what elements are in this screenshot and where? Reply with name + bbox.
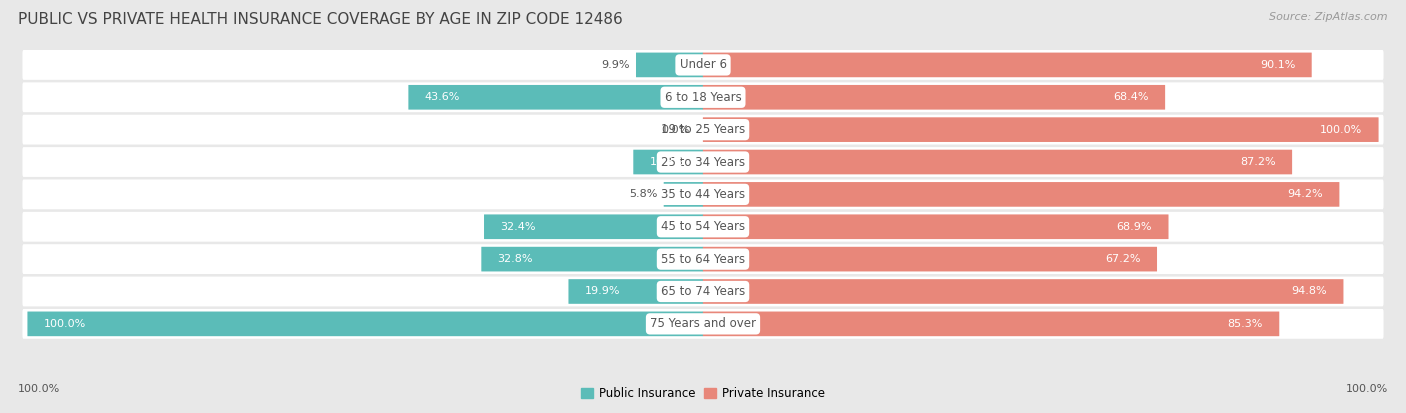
Text: 90.1%: 90.1%	[1260, 60, 1295, 70]
FancyBboxPatch shape	[703, 182, 1340, 207]
Text: 32.8%: 32.8%	[498, 254, 533, 264]
Text: Source: ZipAtlas.com: Source: ZipAtlas.com	[1270, 12, 1388, 22]
Legend: Public Insurance, Private Insurance: Public Insurance, Private Insurance	[576, 382, 830, 405]
FancyBboxPatch shape	[22, 309, 1384, 339]
FancyBboxPatch shape	[481, 247, 703, 271]
Text: 100.0%: 100.0%	[18, 385, 60, 394]
FancyBboxPatch shape	[703, 52, 1312, 77]
Text: 9.9%: 9.9%	[600, 60, 630, 70]
Text: 10.3%: 10.3%	[650, 157, 685, 167]
FancyBboxPatch shape	[703, 279, 1344, 304]
Text: 0.0%: 0.0%	[661, 125, 689, 135]
FancyBboxPatch shape	[28, 311, 703, 336]
Text: 67.2%: 67.2%	[1105, 254, 1140, 264]
Text: 68.4%: 68.4%	[1114, 92, 1149, 102]
Text: 100.0%: 100.0%	[1346, 385, 1388, 394]
FancyBboxPatch shape	[703, 85, 1166, 109]
Text: PUBLIC VS PRIVATE HEALTH INSURANCE COVERAGE BY AGE IN ZIP CODE 12486: PUBLIC VS PRIVATE HEALTH INSURANCE COVER…	[18, 12, 623, 27]
Text: 19 to 25 Years: 19 to 25 Years	[661, 123, 745, 136]
Text: 25 to 34 Years: 25 to 34 Years	[661, 156, 745, 169]
FancyBboxPatch shape	[484, 214, 703, 239]
FancyBboxPatch shape	[703, 214, 1168, 239]
Text: 85.3%: 85.3%	[1227, 319, 1263, 329]
Text: 45 to 54 Years: 45 to 54 Years	[661, 220, 745, 233]
FancyBboxPatch shape	[408, 85, 703, 109]
Text: 43.6%: 43.6%	[425, 92, 460, 102]
FancyBboxPatch shape	[703, 247, 1157, 271]
Text: 68.9%: 68.9%	[1116, 222, 1152, 232]
FancyBboxPatch shape	[22, 115, 1384, 145]
FancyBboxPatch shape	[22, 147, 1384, 177]
FancyBboxPatch shape	[22, 244, 1384, 274]
FancyBboxPatch shape	[22, 180, 1384, 209]
Text: 32.4%: 32.4%	[501, 222, 536, 232]
FancyBboxPatch shape	[633, 150, 703, 174]
Text: 5.8%: 5.8%	[628, 190, 657, 199]
Text: Under 6: Under 6	[679, 58, 727, 71]
Text: 19.9%: 19.9%	[585, 287, 620, 297]
Text: 100.0%: 100.0%	[1320, 125, 1362, 135]
FancyBboxPatch shape	[636, 52, 703, 77]
FancyBboxPatch shape	[703, 117, 1378, 142]
Text: 55 to 64 Years: 55 to 64 Years	[661, 253, 745, 266]
FancyBboxPatch shape	[22, 277, 1384, 306]
Text: 87.2%: 87.2%	[1240, 157, 1275, 167]
Text: 94.2%: 94.2%	[1288, 190, 1323, 199]
FancyBboxPatch shape	[568, 279, 703, 304]
FancyBboxPatch shape	[22, 212, 1384, 242]
FancyBboxPatch shape	[22, 50, 1384, 80]
Text: 94.8%: 94.8%	[1292, 287, 1327, 297]
FancyBboxPatch shape	[703, 311, 1279, 336]
Text: 35 to 44 Years: 35 to 44 Years	[661, 188, 745, 201]
Text: 65 to 74 Years: 65 to 74 Years	[661, 285, 745, 298]
Text: 100.0%: 100.0%	[44, 319, 86, 329]
Text: 6 to 18 Years: 6 to 18 Years	[665, 91, 741, 104]
FancyBboxPatch shape	[22, 82, 1384, 112]
Text: 75 Years and over: 75 Years and over	[650, 317, 756, 330]
FancyBboxPatch shape	[703, 150, 1292, 174]
FancyBboxPatch shape	[664, 182, 703, 207]
